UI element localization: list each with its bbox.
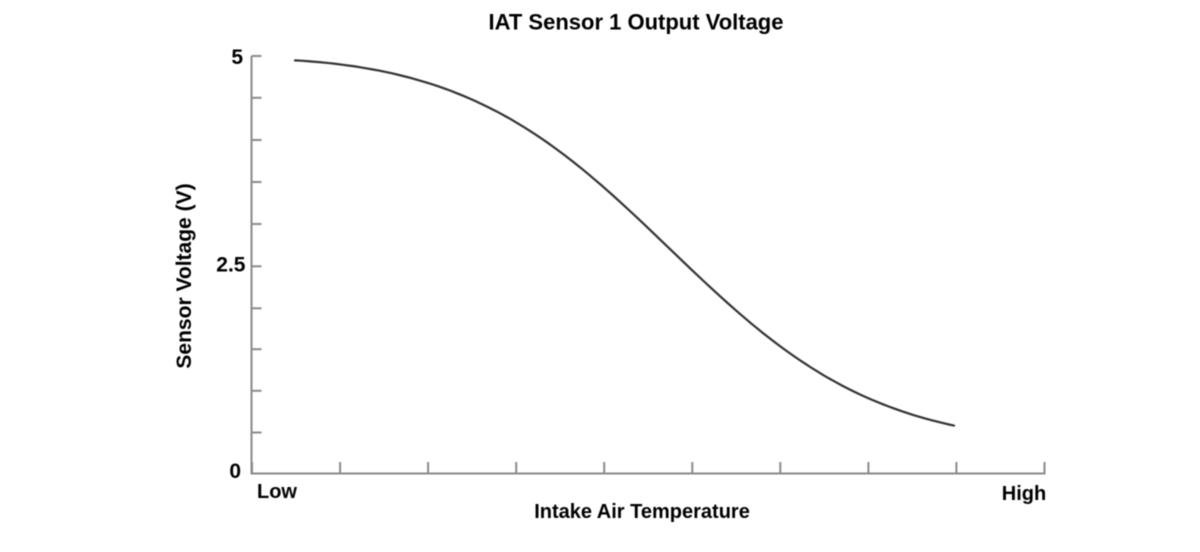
svg-text:Intake Air Temperature: Intake Air Temperature — [534, 501, 750, 523]
svg-text:High: High — [1002, 483, 1046, 505]
svg-text:IAT Sensor 1 Output Voltage: IAT Sensor 1 Output Voltage — [489, 10, 784, 35]
svg-text:Sensor Voltage (V): Sensor Voltage (V) — [173, 183, 196, 368]
svg-text:0: 0 — [229, 460, 241, 483]
svg-text:2.5: 2.5 — [216, 254, 246, 277]
svg-text:Low: Low — [257, 481, 297, 503]
svg-text:5: 5 — [231, 46, 243, 69]
